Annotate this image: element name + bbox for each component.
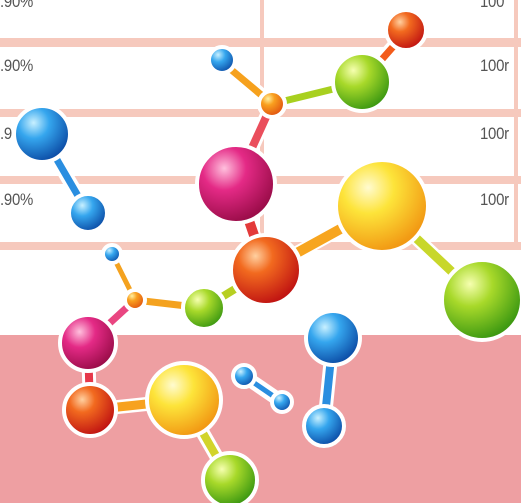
atom <box>62 382 118 438</box>
atom <box>67 192 109 234</box>
table-cell: 100 <box>480 0 505 11</box>
column-divider <box>514 0 518 250</box>
atom <box>101 243 123 265</box>
table-cell: 100r <box>480 190 509 209</box>
atom <box>304 309 362 367</box>
atom <box>58 313 118 373</box>
atom <box>201 451 259 503</box>
atom <box>384 8 428 52</box>
atom <box>123 288 147 312</box>
atom <box>257 89 287 119</box>
atom <box>12 104 72 164</box>
atom <box>302 404 346 448</box>
atom <box>181 285 227 331</box>
atom <box>440 258 521 342</box>
table-cell: .90% <box>0 190 34 209</box>
table-cell: .90% <box>0 56 34 75</box>
atom <box>331 51 393 113</box>
atom <box>145 361 223 439</box>
table-cell: 100r <box>480 124 509 143</box>
table-cell: .90% <box>0 0 34 11</box>
atom <box>229 233 303 307</box>
atom <box>231 363 257 389</box>
table-cell: 100r <box>480 56 509 75</box>
atom <box>195 143 277 225</box>
atom <box>207 45 237 75</box>
atom <box>270 390 294 414</box>
table-cell: .9 <box>0 124 12 143</box>
atom <box>334 158 430 254</box>
